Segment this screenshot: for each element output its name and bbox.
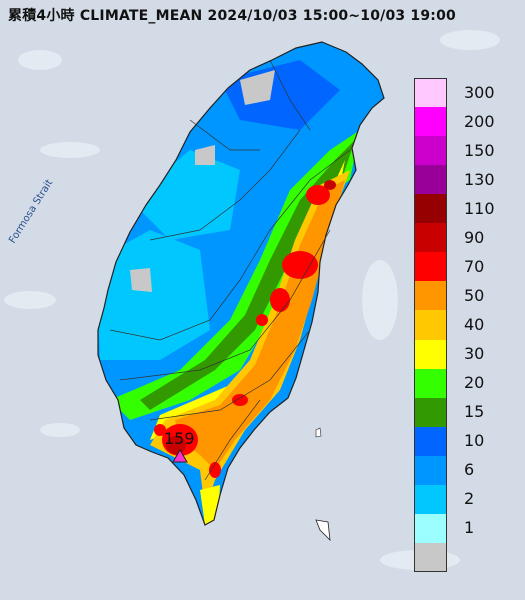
legend-swatch (414, 426, 447, 457)
islet (315, 519, 331, 542)
legend-label: 30 (464, 344, 485, 364)
legend-swatch (414, 281, 447, 311)
legend-swatch (414, 513, 447, 544)
legend-label: 300 (464, 82, 495, 102)
legend-label: 20 (464, 373, 485, 393)
map-title: 累積4小時 CLIMATE_MEAN 2024/10/03 15:00~10/0… (8, 8, 456, 24)
legend-label: 70 (464, 256, 485, 276)
legend-swatch (414, 397, 447, 428)
rainfall-legend: 300 200 150 130 110 90 70 50 40 30 20 15 10 6 2 1 (414, 78, 514, 573)
legend-label: 130 (464, 169, 495, 189)
legend-swatch (414, 542, 447, 573)
legend-label: 2 (464, 489, 475, 509)
county-boundaries (109, 59, 351, 481)
taiwan-outline (97, 41, 385, 526)
legend-swatch (414, 310, 447, 341)
legend-swatch (414, 165, 447, 195)
legend-label: 90 (464, 227, 485, 247)
legend-label: 200 (464, 111, 495, 131)
legend-swatch (414, 368, 447, 399)
islet (315, 427, 322, 438)
legend-label: 40 (464, 315, 485, 334)
legend-label: 1 (464, 518, 475, 538)
legend-swatch (414, 455, 447, 486)
legend-swatch (414, 78, 447, 108)
legend-label: 50 (464, 285, 485, 305)
max-rainfall-value: 159 (164, 429, 195, 448)
legend-label: 6 (464, 460, 475, 480)
legend-swatch (414, 194, 447, 224)
legend-swatch (414, 223, 447, 253)
legend-label: 110 (464, 198, 495, 218)
legend-swatch (414, 252, 447, 282)
legend-swatch (414, 484, 447, 515)
max-rainfall-marker-icon (172, 449, 188, 463)
legend-swatch (414, 339, 447, 370)
legend-swatch (414, 107, 447, 137)
legend-label: 15 (464, 402, 485, 422)
legend-label: 150 (464, 140, 495, 160)
legend-swatch (414, 136, 447, 166)
legend-label: 10 (464, 431, 485, 451)
